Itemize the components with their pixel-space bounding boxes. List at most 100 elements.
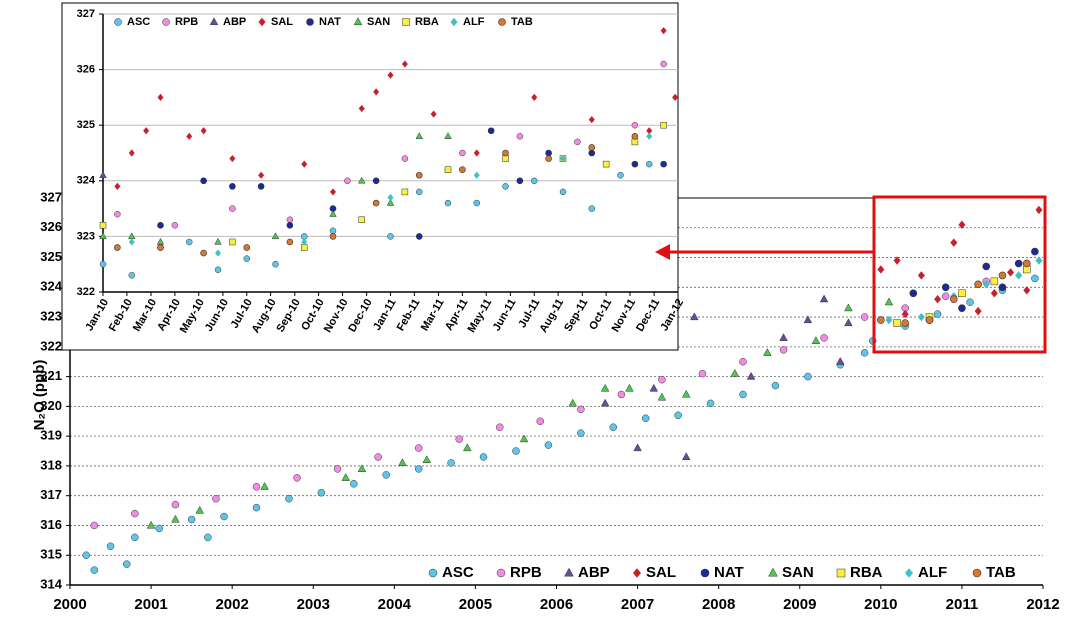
- x-tick-label: 2001: [134, 596, 167, 613]
- point: [473, 149, 480, 157]
- series: [146, 297, 894, 529]
- y-tick-label: 323: [77, 230, 95, 242]
- legend-label: RBA: [850, 564, 883, 581]
- point: [186, 238, 193, 246]
- point: [99, 260, 107, 268]
- point: [990, 289, 998, 298]
- y-tick-label: 327: [77, 8, 95, 20]
- point: [171, 222, 179, 229]
- y-tick-label: 327: [40, 189, 62, 204]
- point: [444, 166, 452, 173]
- point: [329, 210, 337, 217]
- point: [463, 443, 472, 452]
- point: [600, 398, 610, 407]
- point: [171, 514, 180, 523]
- point: [998, 271, 1007, 280]
- point: [641, 414, 650, 423]
- point: [186, 132, 193, 140]
- point: [229, 183, 236, 190]
- point: [473, 199, 480, 207]
- point: [804, 372, 812, 381]
- legend-label: ABP: [223, 16, 246, 28]
- point: [819, 294, 829, 303]
- legend-marker: [114, 18, 122, 26]
- y-tick-label: 326: [40, 219, 62, 234]
- point: [560, 154, 566, 163]
- point: [877, 265, 885, 274]
- point: [415, 233, 423, 240]
- point: [293, 474, 301, 482]
- point: [681, 452, 691, 461]
- point: [187, 515, 196, 524]
- y-tick-label: 320: [40, 398, 62, 413]
- point: [536, 417, 545, 426]
- point: [933, 310, 942, 318]
- point: [901, 319, 909, 327]
- series: [128, 132, 653, 257]
- point: [1014, 259, 1023, 268]
- point: [958, 304, 966, 312]
- legend-marker: [498, 18, 506, 26]
- point: [372, 199, 380, 207]
- point: [398, 458, 407, 466]
- point: [901, 309, 909, 319]
- point: [195, 505, 205, 514]
- point: [974, 306, 982, 316]
- point: [401, 60, 408, 68]
- point: [860, 349, 869, 357]
- point: [516, 177, 524, 185]
- inset-background: [61, 2, 679, 351]
- point: [357, 464, 367, 472]
- point: [966, 298, 974, 306]
- point: [285, 494, 293, 503]
- y-tick-label: 326: [77, 64, 95, 76]
- legend-marker: [972, 568, 982, 578]
- legend-label: RPB: [175, 16, 198, 28]
- point: [660, 121, 667, 129]
- x-tick-label: 2012: [1026, 596, 1059, 613]
- series: [157, 127, 667, 240]
- point: [200, 127, 207, 135]
- point: [271, 232, 280, 240]
- x-tick-label: 2005: [459, 596, 492, 613]
- point: [99, 171, 107, 178]
- point: [257, 183, 265, 190]
- point: [387, 233, 394, 240]
- legend-label: TAB: [986, 564, 1016, 581]
- point: [681, 389, 691, 398]
- legend-label: NAT: [714, 564, 744, 581]
- y-tick-label: 314: [40, 576, 62, 591]
- y-tick-label: 324: [40, 279, 62, 294]
- point: [459, 149, 466, 157]
- point: [646, 160, 653, 168]
- point: [128, 149, 135, 157]
- point: [545, 149, 552, 157]
- point: [459, 166, 466, 173]
- point: [657, 392, 667, 401]
- point: [99, 222, 107, 229]
- legend-marker: [700, 568, 710, 578]
- point: [220, 512, 228, 521]
- point: [588, 116, 595, 124]
- point: [609, 423, 618, 431]
- point: [844, 303, 853, 312]
- point: [106, 542, 115, 551]
- point: [660, 27, 667, 35]
- point: [617, 390, 626, 399]
- point: [820, 334, 828, 342]
- point: [358, 176, 366, 184]
- legend-marker: [496, 568, 506, 578]
- legend-marker: [564, 567, 574, 577]
- point: [739, 390, 747, 399]
- point: [317, 488, 326, 497]
- point: [143, 127, 150, 135]
- point: [909, 289, 918, 298]
- point: [990, 277, 999, 286]
- x-tick-label: 2008: [702, 596, 735, 613]
- point: [950, 295, 958, 304]
- point: [329, 233, 337, 240]
- point: [200, 249, 207, 257]
- y-tick-label: 322: [77, 286, 95, 298]
- point: [1035, 205, 1043, 215]
